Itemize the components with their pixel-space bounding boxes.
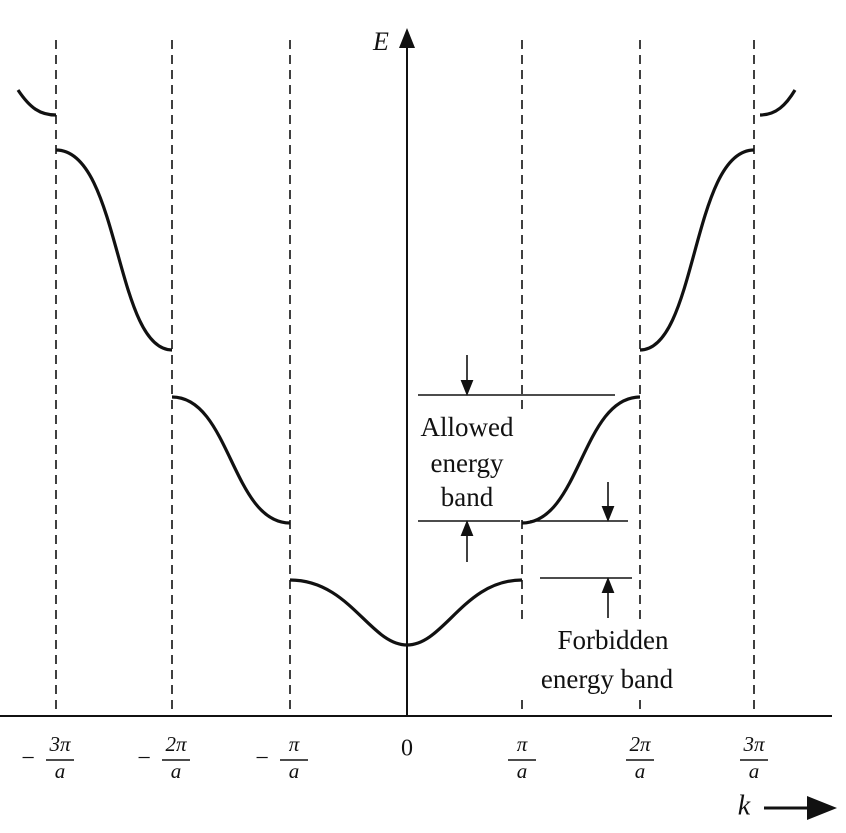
boundaries: [55, 40, 755, 716]
tick-numerator: π: [289, 732, 300, 756]
e-label: E: [372, 27, 389, 56]
tick-sign: −: [137, 746, 151, 772]
tick-denominator: a: [517, 759, 528, 783]
band-markers: [418, 355, 632, 618]
tick-denominator: a: [289, 759, 300, 783]
allowed-label: energy: [431, 448, 504, 478]
tick-numerator: π: [517, 732, 528, 756]
tick-sign: −: [21, 746, 35, 772]
tick-numerator: 2π: [629, 732, 651, 756]
allowed-label: Allowed: [421, 412, 514, 442]
tick-denominator: a: [635, 759, 646, 783]
tick-denominator: a: [749, 759, 760, 783]
tick-numerator: 3π: [742, 732, 765, 756]
k-label: k: [738, 790, 751, 821]
forbidden-label: Forbidden: [558, 625, 669, 655]
tick-denominator: a: [55, 759, 66, 783]
tick-sign: −: [255, 746, 269, 772]
annotations: Allowed energy band Forbidden energy ban…: [408, 412, 690, 699]
forbidden-label: energy band: [541, 664, 674, 694]
tick-label: 0: [401, 736, 413, 762]
tick-numerator: 3π: [48, 732, 71, 756]
bands: [16, 89, 797, 647]
allowed-label: band: [441, 482, 494, 512]
tick-denominator: a: [171, 759, 182, 783]
tick-numerator: 2π: [165, 732, 187, 756]
